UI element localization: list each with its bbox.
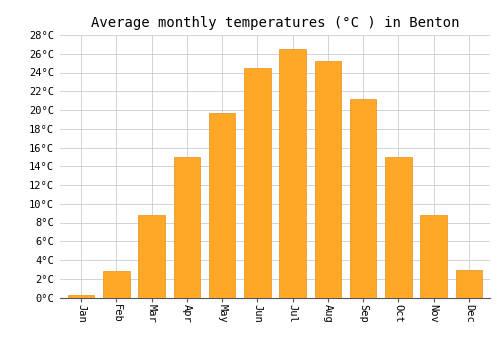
Bar bbox=[209, 113, 236, 298]
Bar bbox=[350, 99, 376, 298]
Bar bbox=[244, 68, 270, 298]
Bar bbox=[385, 157, 411, 298]
Title: Average monthly temperatures (°C ) in Benton: Average monthly temperatures (°C ) in Be… bbox=[91, 16, 459, 30]
Bar bbox=[420, 215, 447, 298]
Bar bbox=[103, 271, 130, 298]
Bar bbox=[68, 295, 94, 298]
Bar bbox=[314, 61, 341, 298]
Bar bbox=[280, 49, 306, 298]
Bar bbox=[174, 157, 200, 298]
Bar bbox=[138, 215, 165, 298]
Bar bbox=[456, 270, 482, 298]
